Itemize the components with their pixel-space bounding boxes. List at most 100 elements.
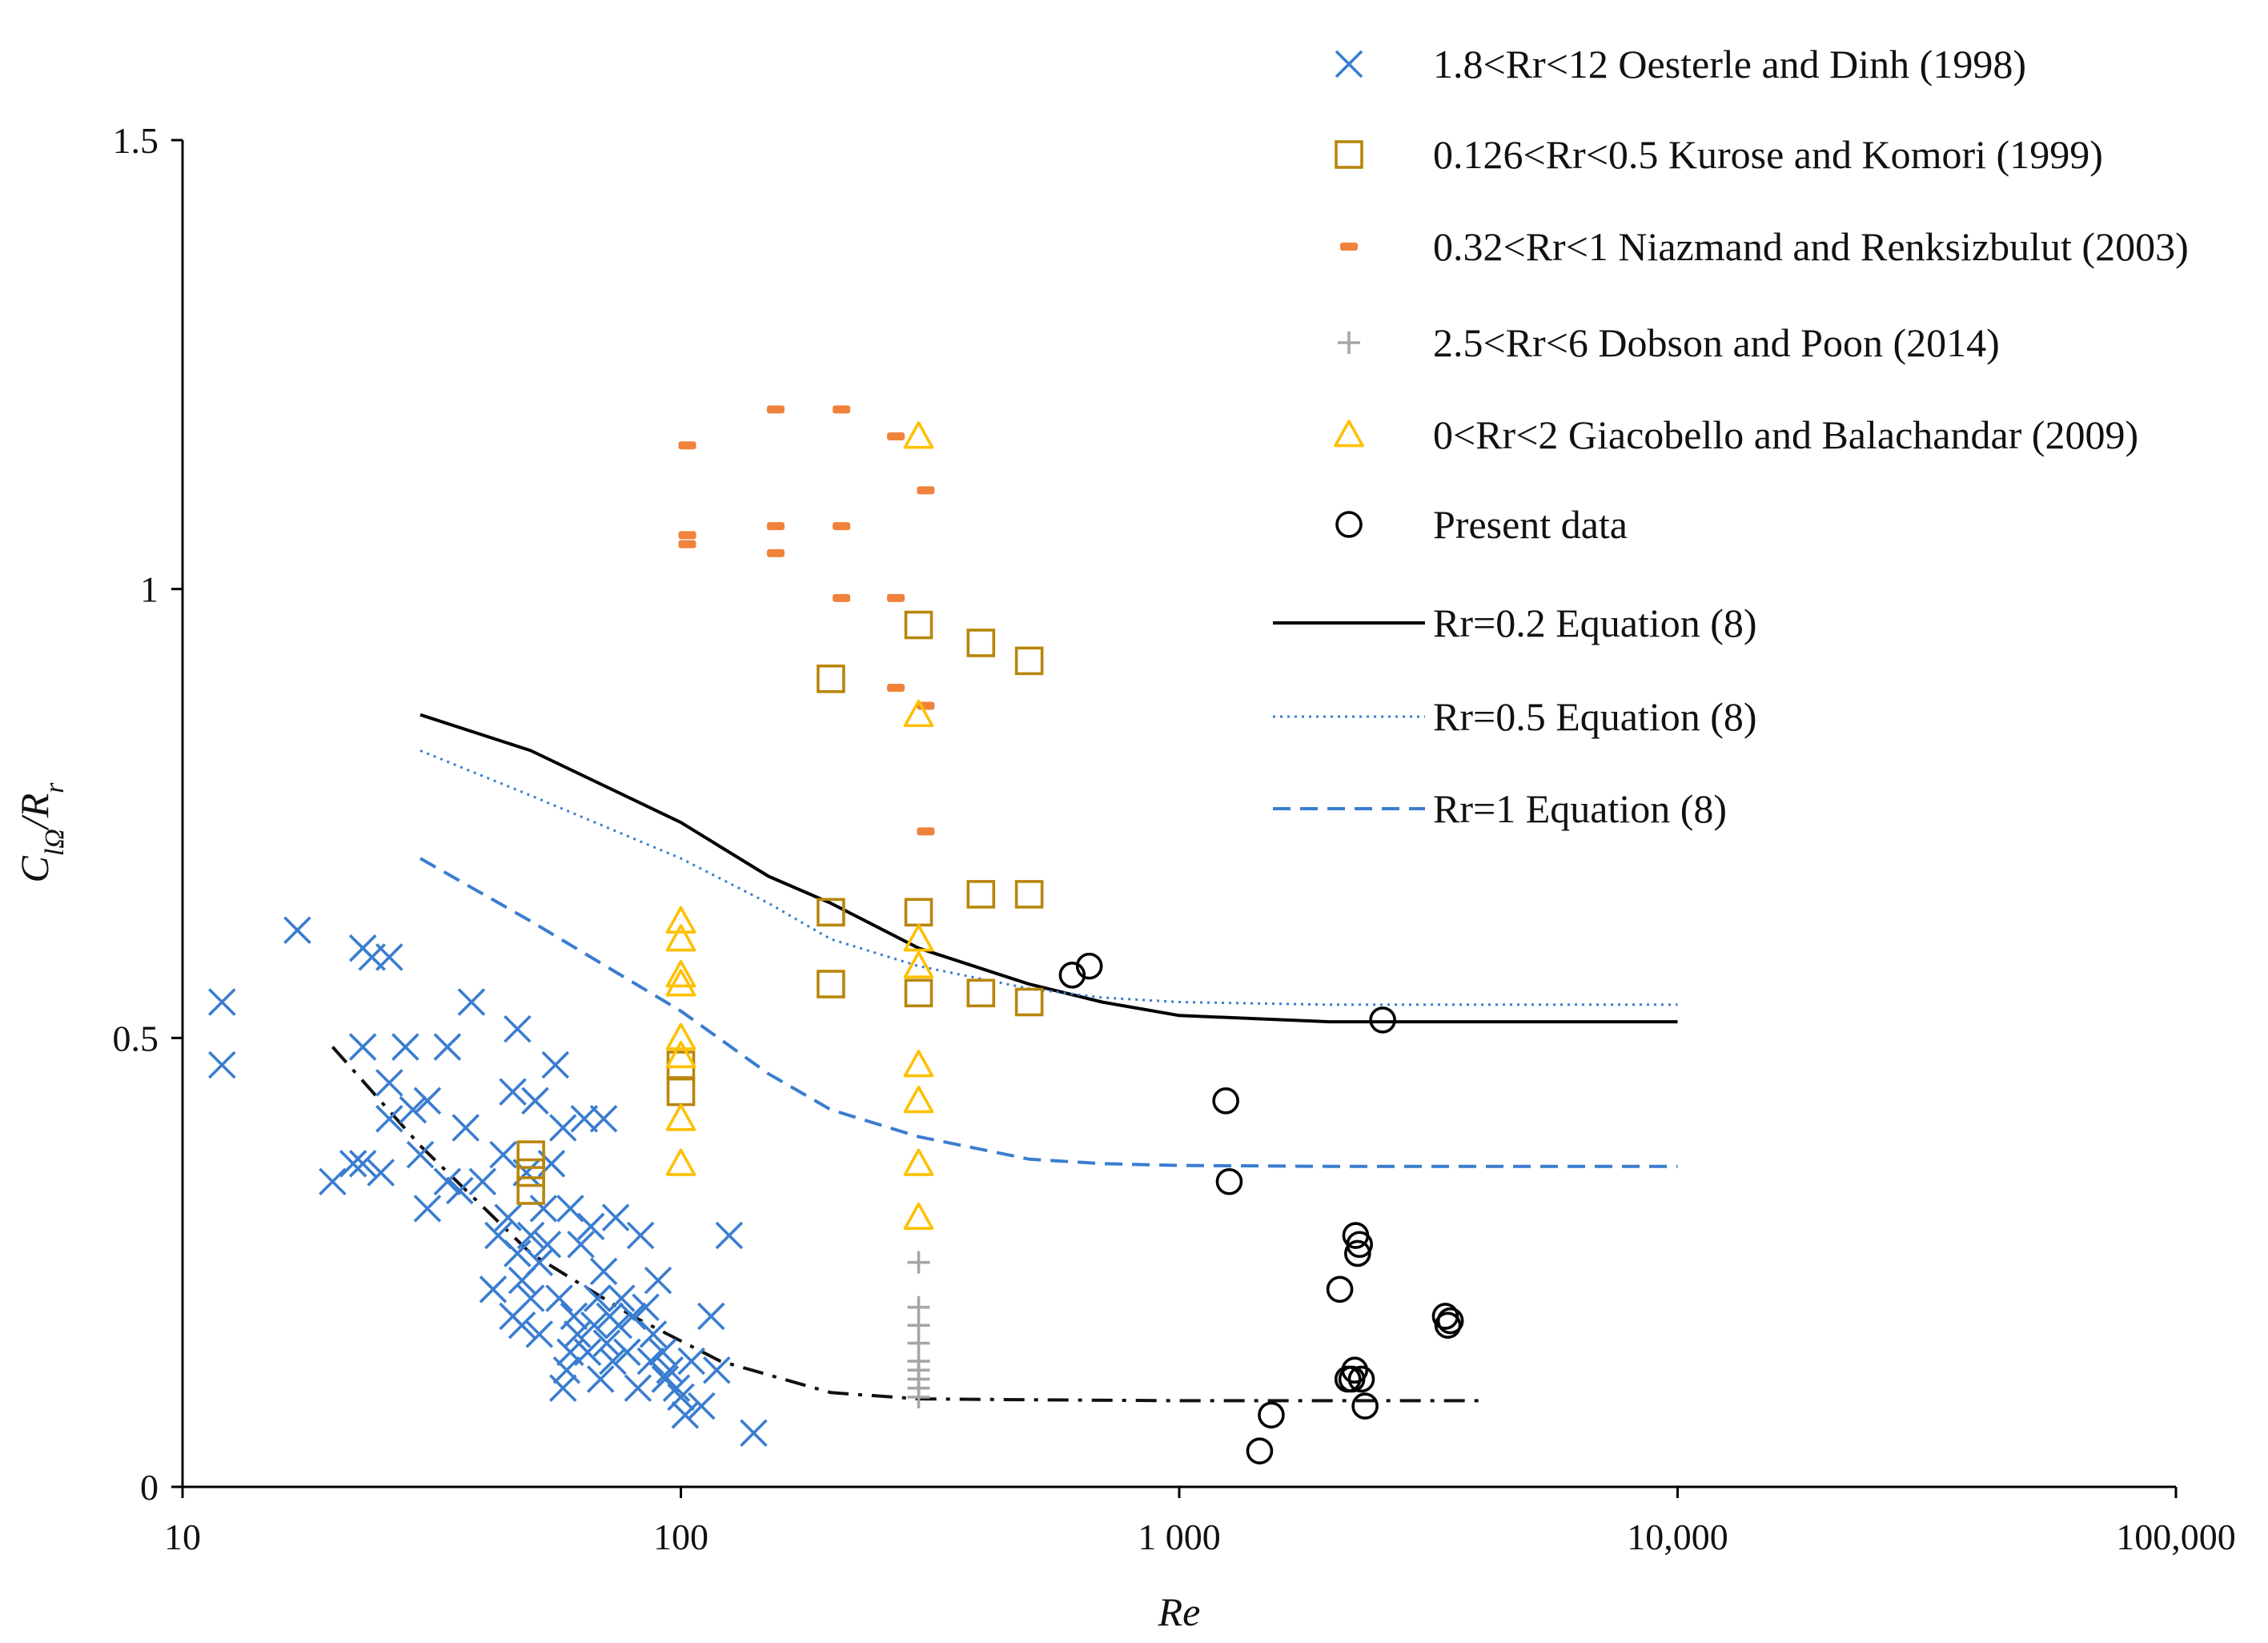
legend-label: Rr=1 Equation (8) [1433,786,1727,831]
data-point [499,1078,527,1106]
data-point [560,1302,588,1331]
legend-marker [1335,50,1363,78]
data-point [903,699,934,728]
data-point [678,531,696,540]
data-point [583,1284,612,1312]
data-point [740,1419,768,1447]
data-point [665,969,696,997]
data-point [817,664,845,693]
data-point [580,1311,608,1340]
data-point [613,1338,641,1367]
data-point [966,880,996,909]
data-point [599,1347,627,1376]
data-point [833,405,851,414]
data-point [489,1140,517,1169]
data-point [1351,1392,1379,1420]
data-point [678,540,696,548]
data-point [904,978,933,1008]
y-tick-label: 1 [140,569,159,610]
legend-item: Present data [1335,502,1628,547]
tick-labels: 0 0.5 1 1.5 10 100 1 000 10,000 100,000 [113,120,2236,1557]
data-point [525,1248,553,1276]
y-axis-title-subscript: r [40,782,70,793]
data-point [656,1356,684,1384]
series-2 [678,405,935,836]
line-fit-dashdot [331,1046,1479,1403]
legend-label: 1.8<Rr<12 Oesterle and Dinh (1998) [1433,42,2026,86]
data-point [552,1356,581,1384]
x-tick-label: 1 000 [1138,1516,1221,1557]
data-point [1347,1365,1375,1393]
data-point [1215,1167,1243,1195]
data-point [433,1167,462,1196]
data-point [636,1347,665,1376]
data-point [665,1040,696,1069]
data-point [545,1284,573,1312]
legend-item: Rr=1 Equation (8) [1273,786,1727,831]
legend: 1.8<Rr<12 Oesterle and Dinh (1998) 0.126<… [1273,42,2189,831]
data-point [966,629,996,657]
y-tick-label: 0.5 [113,1018,159,1059]
data-point [665,1022,696,1050]
data-point [468,1167,497,1196]
legend-item: 0.126<Rr<0.5 Kurose and Komori (1999) [1335,132,2103,177]
legend-marker [1335,140,1363,169]
data-point [573,1338,602,1367]
data-point [665,960,696,988]
data-point [907,1385,930,1408]
data-point [833,522,851,531]
data-point [648,1338,677,1367]
data-point [624,1374,652,1402]
data-point [446,1176,474,1205]
data-point [339,1150,367,1178]
data-point [903,421,934,449]
y-axis-title-part: C [12,856,57,883]
data-point [504,1239,532,1267]
legend-label: Rr=0.5 Equation (8) [1433,694,1757,739]
legend-marker [1335,511,1363,538]
legend-item: Rr=0.2 Equation (8) [1273,601,1757,645]
data-point [662,1374,691,1402]
data-point [1341,1356,1369,1384]
data-point [548,1114,577,1142]
data-point [687,1392,716,1420]
data-point [903,950,934,979]
legend-item: 2.5<Rr<6 Dobson and Poon (2014) [1338,320,2000,365]
data-point [541,1050,570,1079]
data-point [601,1203,630,1231]
legend-label: Rr=0.2 Equation (8) [1433,601,1757,645]
legend-marker [1340,243,1358,251]
data-point [208,1050,236,1079]
data-point [1014,646,1044,676]
data-point [887,593,905,602]
data-point [665,906,696,934]
legend-item: 0.32<Rr<1 Niazmand and Renksizbulut (200… [1340,224,2189,269]
y-tick-label: 1.5 [113,120,159,161]
x-tick-label: 100 [653,1516,708,1557]
data-point [1434,1312,1462,1339]
data-point [702,1356,731,1384]
data-point [589,1257,618,1286]
data-point [457,988,486,1016]
data-point [618,1302,647,1331]
data-point [375,1069,403,1097]
data-point [508,1311,536,1340]
data-point [348,1150,377,1178]
data-point [626,1221,655,1250]
data-point [521,1087,549,1115]
data-point [917,827,935,836]
data-point [586,1365,615,1393]
legend-label: 0<Rr<2 Giacobello and Balachandar (2009) [1433,412,2138,457]
data-point [494,1203,522,1231]
x-tick-label: 10 [164,1516,201,1557]
data-point [1344,1239,1371,1267]
data-point [399,1095,428,1124]
data-point [1075,952,1103,980]
data-point [766,522,785,531]
data-point [887,684,905,693]
data-point [406,1140,435,1169]
data-point [319,1167,347,1196]
data-point [697,1302,725,1331]
data-point [375,943,403,971]
data-point [903,1086,934,1114]
